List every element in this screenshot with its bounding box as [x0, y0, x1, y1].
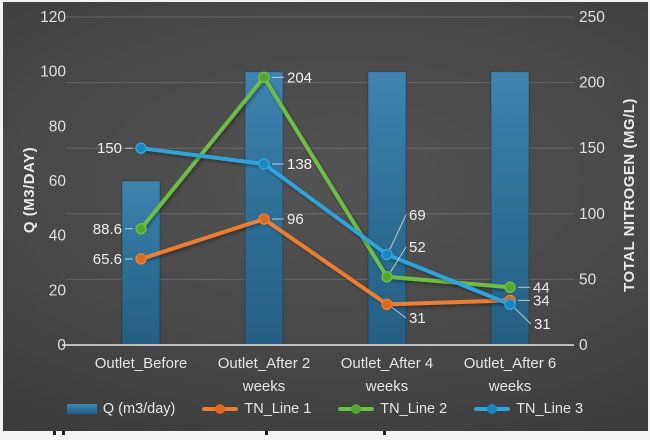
data-label: 204 [287, 69, 312, 86]
chart-legend: Q (m3/day) TN_Line 1 TN_Line 2 TN_Line 3 [0, 401, 650, 417]
right-axis-title: TOTAL NITROGEN (MG/L) [621, 98, 638, 292]
data-label: 96 [287, 211, 304, 228]
right-axis-tick: 100 [579, 206, 605, 223]
left-axis-title: Q (M3/DAY) [21, 147, 38, 233]
legend-item: TN_Line 2 [338, 401, 447, 417]
legend-label: TN_Line 2 [380, 401, 448, 417]
marker-TN_Line 2 [135, 223, 147, 235]
data-label: 52 [409, 239, 426, 256]
cropped-text-mark [383, 431, 386, 435]
left-axis-tick: 40 [49, 228, 67, 245]
legend-item: TN_Line 3 [474, 401, 583, 417]
x-axis-label-4: Outlet_After 6 weeks [463, 355, 557, 396]
x-axis-label-2: Outlet_After 2 weeks [217, 355, 311, 396]
line-swatch-icon [474, 404, 511, 414]
right-axis-tick: 250 [579, 9, 605, 26]
legend-label: TN_Line 1 [244, 401, 312, 417]
bar-swatch-icon [66, 404, 97, 414]
plot-background [3, 2, 648, 431]
legend-label: Q (m3/day) [102, 401, 176, 417]
data-label: 69 [409, 207, 426, 224]
cropped-text-mark [62, 431, 65, 435]
data-label: 150 [97, 140, 122, 157]
data-label: 44 [533, 279, 550, 296]
marker-TN_Line 1 [381, 298, 393, 311]
line-TN_Line 3 [139, 146, 512, 307]
data-labels: 65.6 96 31 34 88.6 204 52 44 150 138 69 31 [93, 69, 551, 333]
right-axis-tick: 0 [579, 337, 588, 354]
line-TN_Line 1 [139, 217, 512, 307]
data-label: 31 [409, 310, 426, 327]
left-axis-tick: 120 [40, 9, 66, 26]
data-label: 34 [533, 292, 550, 309]
right-axis-tick: 50 [579, 271, 597, 288]
line-swatch-dot [215, 404, 226, 414]
data-label: 65.6 [93, 251, 122, 268]
right-axis-tick: 200 [579, 75, 605, 92]
legend-item: Q (m3/day) [66, 401, 176, 417]
legend-label: TN_Line 3 [516, 401, 584, 417]
x-axis-label-3: Outlet_After 4 weeks [340, 355, 434, 396]
line-TN_Line 2 [139, 75, 512, 290]
marker-TN_Line 1 [135, 253, 147, 265]
left-axis-tick: 80 [49, 118, 67, 135]
line-swatch-dot [351, 404, 362, 414]
x-axis-label-1: Outlet_Before [94, 355, 188, 372]
data-label: 138 [287, 156, 312, 173]
left-axis-tick: 20 [49, 282, 67, 299]
line-series [135, 71, 516, 311]
marker-TN_Line 3 [258, 158, 270, 170]
cropped-caption-strip [0, 431, 650, 440]
line-swatch-dot [487, 404, 498, 414]
cropped-text-mark [53, 431, 56, 435]
line-swatch-icon [202, 404, 239, 414]
marker-TN_Line 2 [258, 71, 270, 84]
marker-TN_Line 2 [504, 281, 516, 294]
data-label: 31 [534, 316, 551, 333]
marker-TN_Line 3 [135, 142, 147, 154]
bar-Outlet_After 2 weeks [244, 71, 284, 346]
marker-TN_Line 3 [504, 298, 516, 311]
marker-TN_Line 2 [381, 271, 393, 283]
axes: 0 20 40 60 80 100 120 0 50 100 150 200 250 Q (M3/DAY)… [21, 9, 638, 354]
marker-TN_Line 1 [258, 213, 270, 225]
left-axis-tick: 0 [57, 337, 66, 354]
data-label: 88.6 [93, 221, 122, 238]
legend-item: TN_Line 1 [202, 401, 311, 417]
cropped-text-mark [265, 431, 268, 435]
right-axis-tick: 150 [579, 140, 605, 157]
line-swatch-icon [338, 404, 375, 414]
marker-TN_Line 3 [381, 248, 393, 261]
left-axis-tick: 100 [40, 64, 66, 81]
left-axis-tick: 60 [49, 173, 67, 190]
